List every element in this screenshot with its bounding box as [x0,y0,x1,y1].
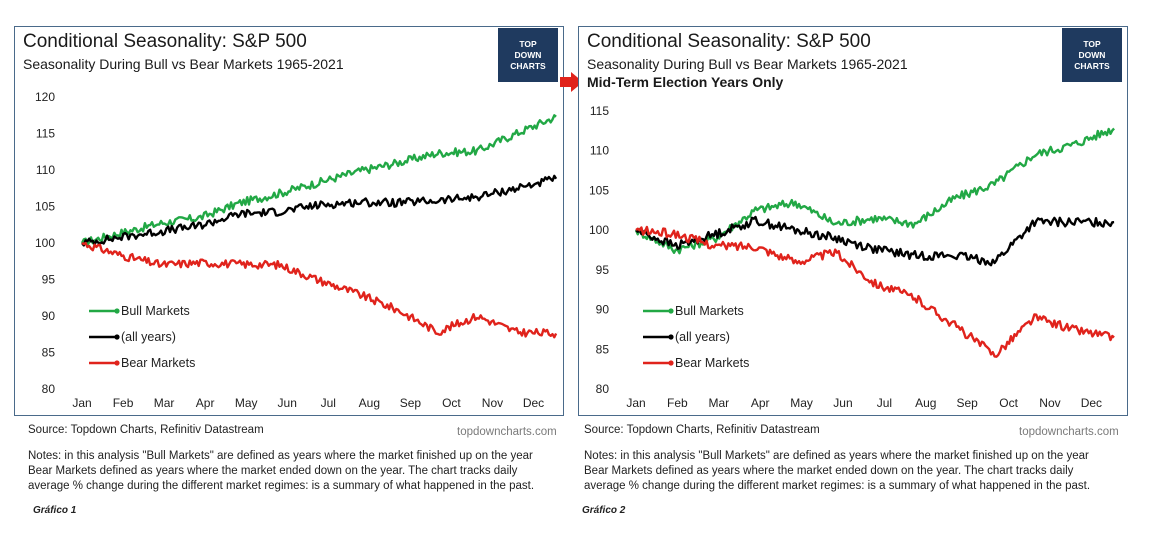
legend-marker [668,308,674,314]
y-tick-label: 100 [589,223,609,237]
series-line-1 [635,215,1115,267]
x-tick-label: Mar [154,396,175,410]
y-tick-label: 105 [589,183,609,197]
chart-title: Conditional Seasonality: S&P 500 [587,31,871,52]
y-tick-label: 90 [42,309,56,323]
chart-subtitle: Seasonality During Bull vs Bear Markets … [23,56,344,72]
y-tick-label: 95 [596,263,610,277]
notes-text: Notes: in this analysis "Bull Markets" a… [28,450,535,492]
legend-label: (all years) [675,330,730,344]
source-note: Source: Topdown Charts, Refinitiv Datast… [584,424,820,436]
series-line-2 [81,241,558,339]
legend-label: Bear Markets [675,356,749,370]
series-line-1 [81,174,558,247]
x-tick-label: Oct [999,396,1018,410]
y-tick-label: 120 [35,90,55,104]
y-tick-label: 80 [42,382,56,396]
legend-label: Bull Markets [121,304,190,318]
y-tick-label: 115 [36,127,55,141]
x-tick-label: Mar [708,396,729,410]
x-tick-label: Oct [442,396,461,410]
legend-label: Bear Markets [121,356,195,370]
series-line-0 [80,114,557,247]
series-line-2 [635,225,1115,358]
x-tick-label: Aug [915,396,936,410]
x-tick-label: Apr [196,396,215,410]
x-tick-label: Jan [626,396,645,410]
figure-label: Gráfico 1 [33,505,77,516]
chart-subtitle: Seasonality During Bull vs Bear Markets … [587,56,908,72]
chart-title: Conditional Seasonality: S&P 500 [23,31,307,52]
chart-highlight: Mid-Term Election Years Only [587,74,784,90]
x-tick-label: Jun [278,396,297,410]
y-tick-label: 110 [590,144,609,158]
x-tick-label: Jun [833,396,852,410]
site-credit: topdowncharts.com [457,426,557,438]
line-chart-midterm: 80 85 90 95 100 105 110 115 Jan Feb Mar Apr May Jun Ju… [589,104,1115,410]
y-tick-label: 85 [42,346,56,360]
legend-marker [114,360,120,366]
x-tick-label: Nov [1039,396,1060,410]
legend-label: Bull Markets [675,304,744,318]
x-tick-label: Dec [523,396,544,410]
chart-frame: 80 85 90 95 100 105 110 115 Jan Feb Mar Apr May Jun Ju… [578,26,1128,416]
y-tick-label: 85 [596,342,610,356]
y-tick-label: 90 [596,303,610,317]
x-tick-label: Apr [751,396,770,410]
source-note: Source: Topdown Charts, Refinitiv Datast… [28,424,264,436]
x-tick-label: Dec [1081,396,1102,410]
legend-marker [668,360,674,366]
y-tick-label: 80 [596,382,610,396]
y-tick-label: 115 [590,104,609,118]
x-tick-label: Aug [359,396,380,410]
topdown-charts-logo: TOP DOWN CHARTS [498,28,558,82]
x-tick-label: Sep [956,396,978,410]
legend-marker [114,334,120,340]
legend-label: (all years) [121,330,176,344]
x-tick-label: Jul [877,396,892,410]
line-chart-bull-bear: 80 85 90 95 100 105 110 115 120 Jan Feb Mar Apr May Ju… [35,90,558,410]
legend-marker [668,334,674,340]
x-tick-label: Sep [400,396,422,410]
red-arrow-icon [560,72,583,92]
figure-label: Gráfico 2 [582,505,626,516]
x-tick-label: Feb [667,396,688,410]
chart-panel-1: 80 85 90 95 100 105 110 115 120 Jan Feb Mar Apr May Ju… [14,0,574,535]
y-tick-label: 100 [35,236,55,250]
chart-panel-2: 80 85 90 95 100 105 110 115 Jan Feb Mar Apr May Jun Ju… [560,0,1138,535]
notes-text: Notes: in this analysis "Bull Markets" a… [584,450,1091,492]
legend-marker [114,308,120,314]
x-tick-label: Jan [72,396,91,410]
x-tick-label: May [790,396,813,410]
y-tick-label: 110 [36,163,55,177]
chart-frame: 80 85 90 95 100 105 110 115 120 Jan Feb Mar Apr May Ju… [14,26,564,416]
topdown-charts-logo: TOP DOWN CHARTS [1062,28,1122,82]
y-tick-label: 105 [35,200,55,214]
x-tick-label: Feb [113,396,134,410]
y-tick-label: 95 [42,273,56,287]
x-tick-label: May [235,396,258,410]
series-line-0 [634,127,1115,255]
x-tick-label: Jul [321,396,336,410]
site-credit: topdowncharts.com [1019,426,1119,438]
x-tick-label: Nov [482,396,503,410]
